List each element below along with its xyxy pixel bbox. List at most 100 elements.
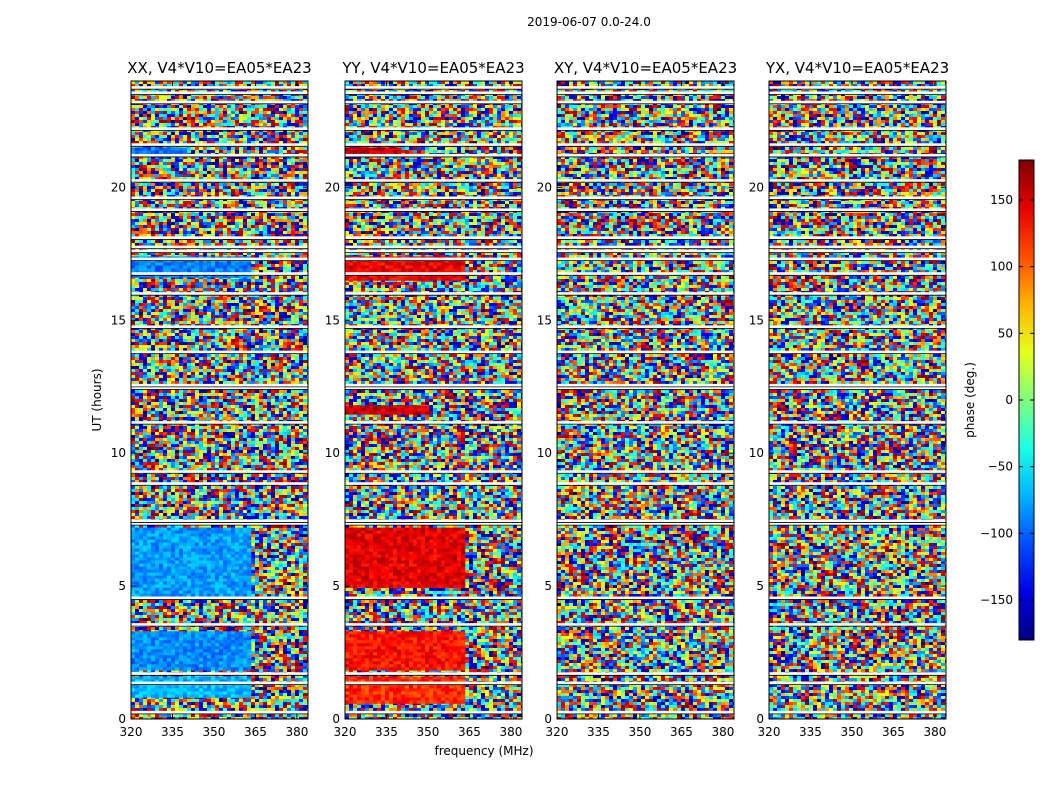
band-cell xyxy=(147,658,152,662)
band-cell xyxy=(163,578,168,582)
band-cell xyxy=(183,569,188,573)
band-cell xyxy=(211,631,216,635)
band-cell xyxy=(179,649,184,653)
band-cell xyxy=(409,554,414,558)
band-cell xyxy=(397,658,402,662)
band-cell xyxy=(349,408,354,412)
band-cell xyxy=(453,548,458,552)
band-cell xyxy=(195,578,200,582)
band-cell xyxy=(199,643,204,647)
band-cell xyxy=(199,536,204,540)
band-cell xyxy=(381,572,386,576)
band-cell xyxy=(171,533,176,537)
band-cell xyxy=(389,411,394,415)
band-cell xyxy=(203,575,208,579)
band-cell xyxy=(429,572,434,576)
band-cell xyxy=(219,584,224,588)
band-cell xyxy=(429,584,434,588)
band-cell xyxy=(397,697,402,701)
band-cell xyxy=(195,688,200,692)
band-cell xyxy=(417,667,422,671)
band-cell xyxy=(389,649,394,653)
band-cell xyxy=(405,411,410,415)
band-cell xyxy=(437,661,442,665)
band-cell xyxy=(361,652,366,656)
flagged-row xyxy=(769,386,946,390)
band-cell xyxy=(175,664,180,668)
band-cell xyxy=(187,676,192,680)
band-cell xyxy=(203,578,208,582)
band-cell xyxy=(365,563,370,567)
band-cell xyxy=(179,667,184,671)
band-cell xyxy=(373,569,378,573)
band-cell xyxy=(195,667,200,671)
band-cell xyxy=(207,542,212,546)
band-cell xyxy=(369,649,374,653)
band-cell xyxy=(393,560,398,564)
band-cell xyxy=(393,536,398,540)
band-cell xyxy=(215,652,220,656)
band-cell xyxy=(135,274,140,278)
band-cell xyxy=(361,268,366,272)
band-cell xyxy=(159,593,164,597)
band-cell xyxy=(369,688,374,692)
band-cell xyxy=(155,643,160,647)
band-cell xyxy=(349,575,354,579)
band-cell xyxy=(179,593,184,597)
band-cell xyxy=(239,637,244,641)
band-cell xyxy=(147,643,152,647)
band-cell xyxy=(143,593,148,597)
band-cell xyxy=(453,563,458,567)
band-cell xyxy=(183,655,188,659)
band-cell xyxy=(429,569,434,573)
band-cell xyxy=(143,150,148,154)
band-cell xyxy=(191,533,196,537)
band-cell xyxy=(441,530,446,534)
x-tick-label: 350 xyxy=(629,725,652,739)
flagged-row xyxy=(345,350,522,354)
band-cell xyxy=(445,563,450,567)
band-cell xyxy=(139,566,144,570)
band-cell xyxy=(345,700,350,704)
band-cell xyxy=(223,545,228,549)
band-cell xyxy=(385,259,390,263)
band-cell xyxy=(397,527,402,531)
band-cell xyxy=(211,676,216,680)
band-cell xyxy=(147,688,152,692)
band-cell xyxy=(361,631,366,635)
band-cell xyxy=(147,551,152,555)
band-cell xyxy=(357,676,362,680)
band-cell xyxy=(195,685,200,689)
x-tick-label: 365 xyxy=(670,725,693,739)
band-cell xyxy=(409,685,414,689)
band-cell xyxy=(151,572,156,576)
band-cell xyxy=(175,554,180,558)
flagged-row xyxy=(557,153,734,157)
flagged-row xyxy=(769,470,946,474)
band-cell xyxy=(365,688,370,692)
band-cell xyxy=(167,569,172,573)
band-cell xyxy=(135,637,140,641)
band-cell xyxy=(191,584,196,588)
flagged-row xyxy=(131,623,308,627)
band-cell xyxy=(187,590,192,594)
band-cell xyxy=(421,536,426,540)
band-cell xyxy=(203,694,208,698)
band-cell xyxy=(353,637,358,641)
band-cell xyxy=(401,566,406,570)
band-cell xyxy=(195,548,200,552)
band-cell xyxy=(413,554,418,558)
band-cell xyxy=(207,259,212,263)
band-cell xyxy=(381,265,386,269)
band-cell xyxy=(235,655,240,659)
band-cell xyxy=(155,578,160,582)
band-cell xyxy=(429,679,434,683)
band-cell xyxy=(223,569,228,573)
band-cell xyxy=(227,691,232,695)
band-cell xyxy=(219,548,224,552)
band-cell xyxy=(389,527,394,531)
band-cell xyxy=(195,646,200,650)
band-cell xyxy=(191,655,196,659)
band-cell xyxy=(441,584,446,588)
band-cell xyxy=(421,661,426,665)
